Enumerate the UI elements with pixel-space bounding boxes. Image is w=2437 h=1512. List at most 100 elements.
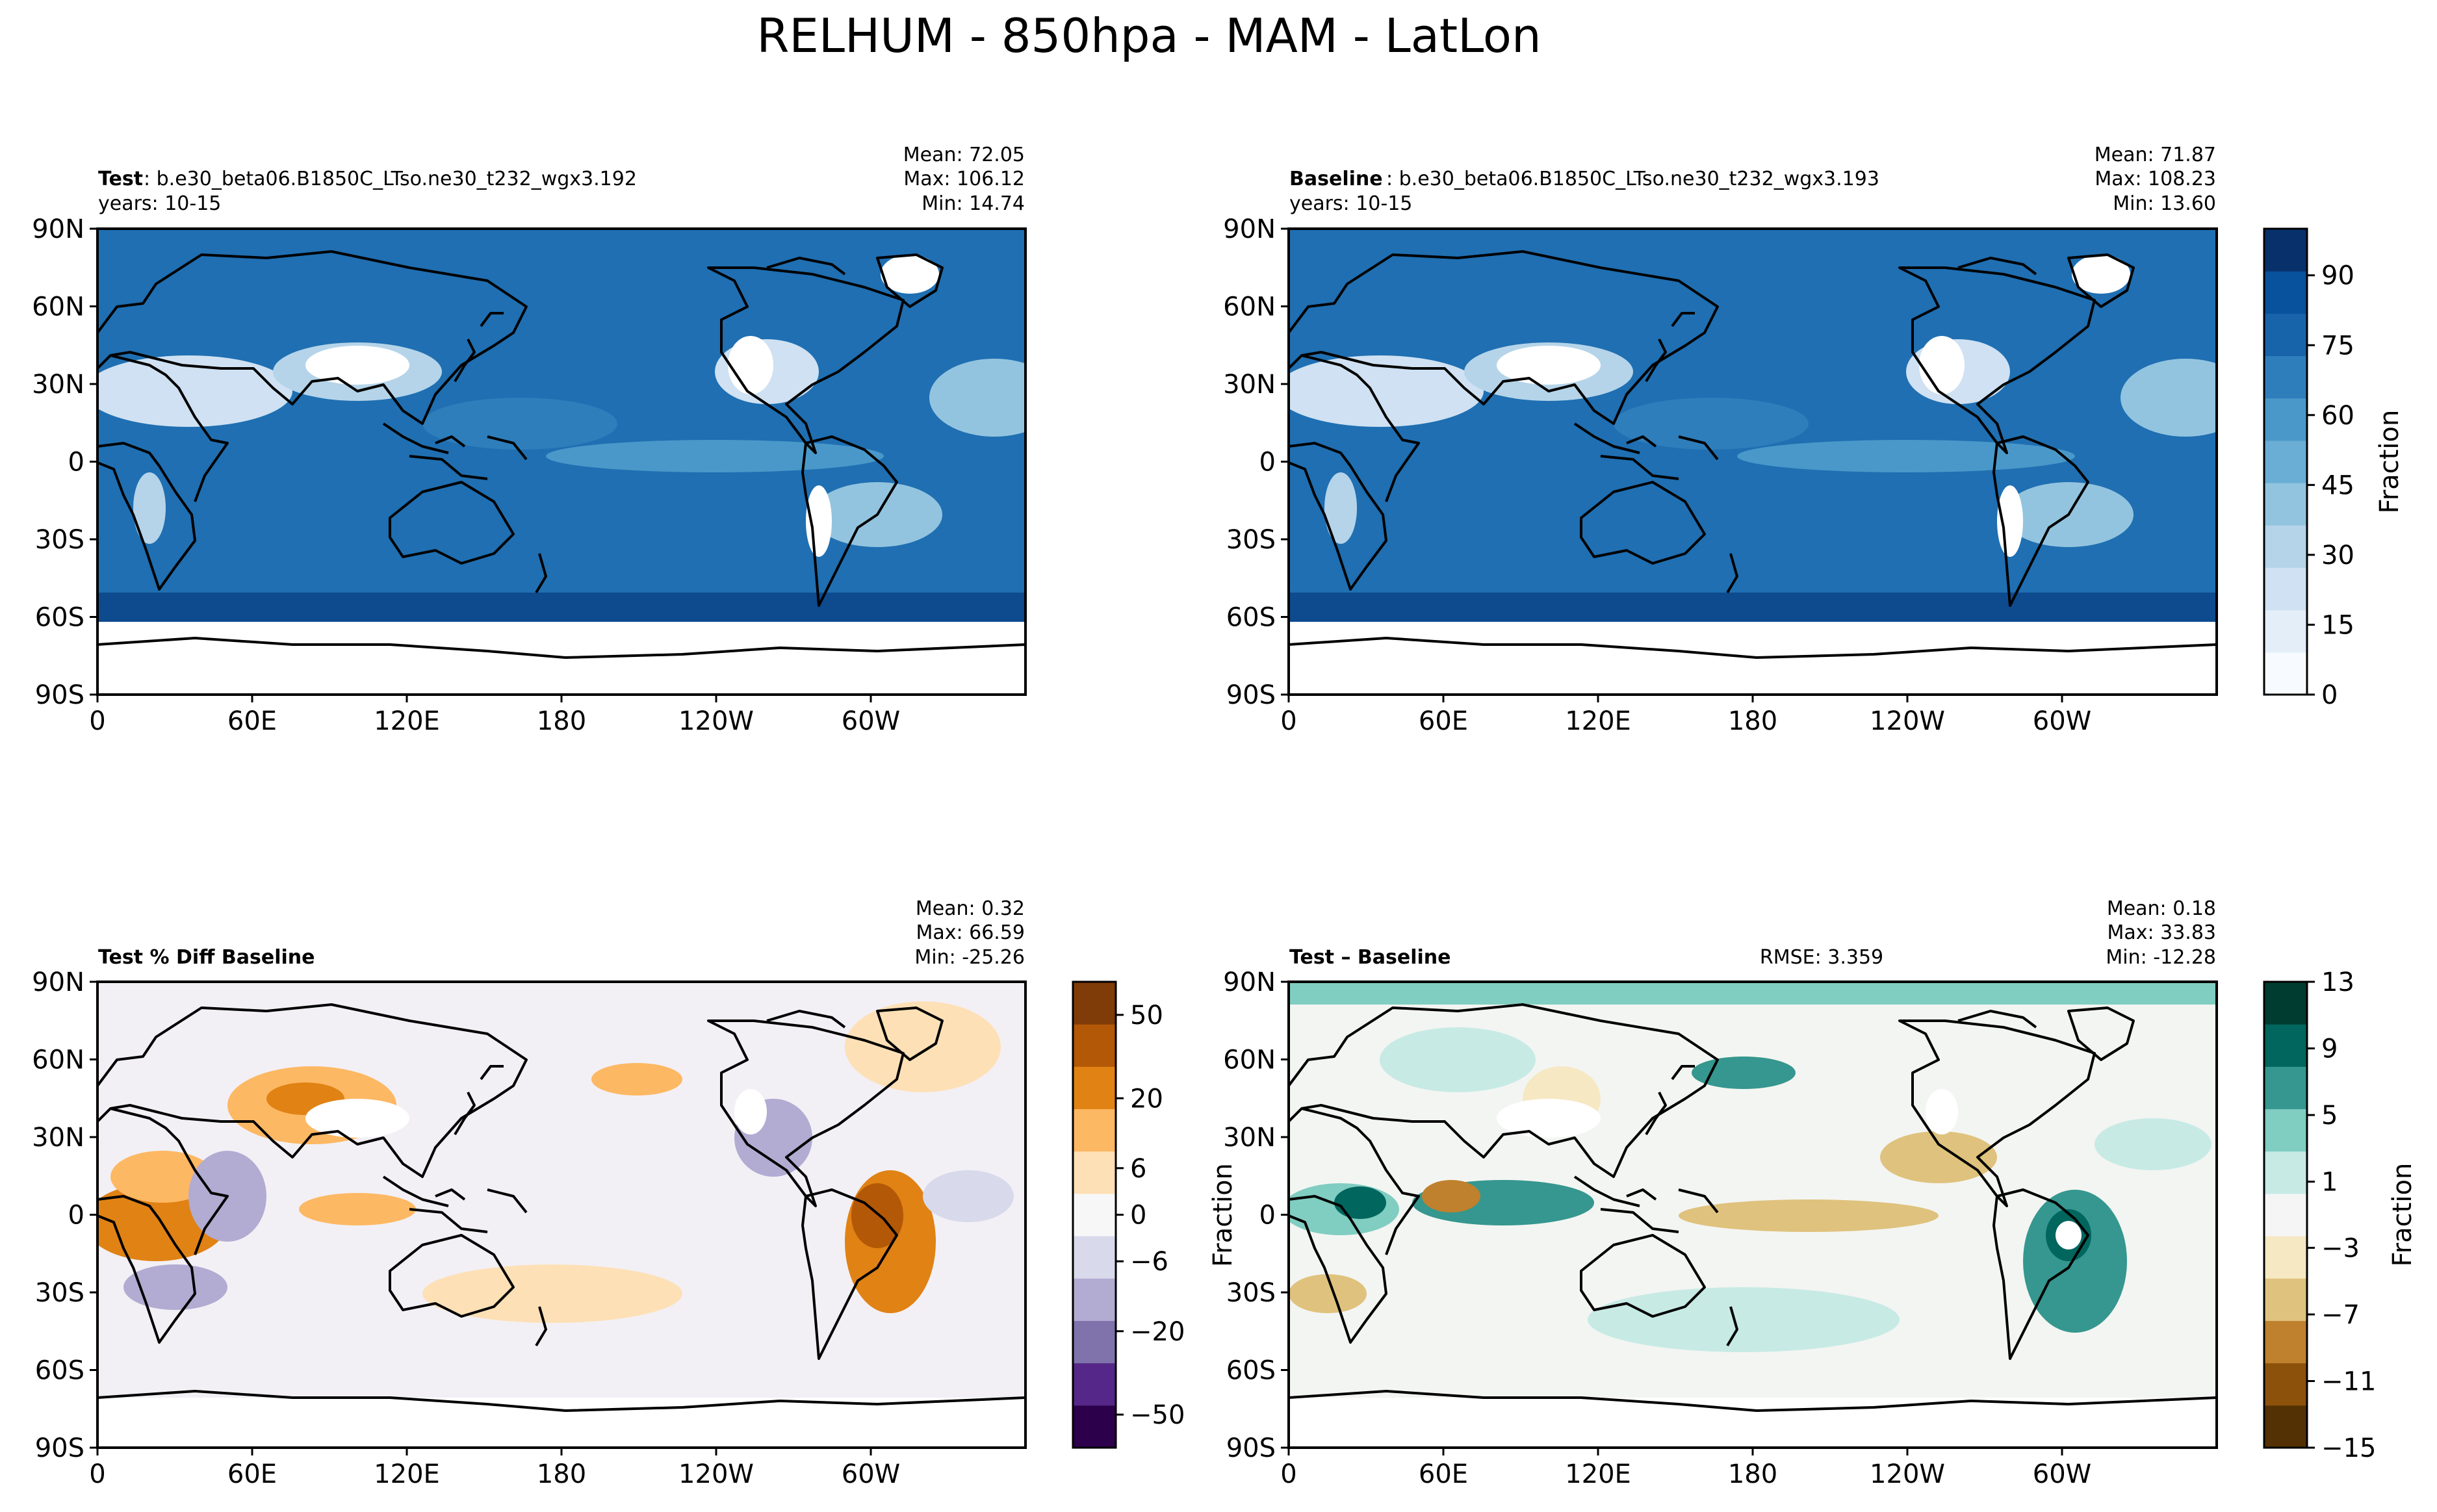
colorbar-absolute-tick-label: 75 xyxy=(2321,331,2354,361)
colorbar-absolute-swatch xyxy=(2264,652,2307,695)
panel-test-xtick-label: 60E xyxy=(227,706,277,736)
panel-baseline: Baseline : b.e30_beta06.B1850C_LTso.ne30… xyxy=(1287,144,2218,696)
panel-diff-min: Min: -12.28 xyxy=(2106,946,2216,969)
panel-diff-xtick-label: 60W xyxy=(2033,1459,2091,1489)
panel-baseline-years: years: 10-15 xyxy=(1289,192,1412,215)
colorbar-difference-swatch xyxy=(2264,1363,2307,1406)
colorbar-difference-frame xyxy=(2263,980,2308,1449)
panel-diff-ytick-label: 90S xyxy=(1226,1433,1276,1463)
colorbar-difference-swatch xyxy=(2264,982,2307,1025)
panel-baseline-min: Min: 13.60 xyxy=(2113,192,2216,215)
colorbar-percent-diff-swatch xyxy=(1073,1363,1116,1406)
panel-test-ytick-label: 90N xyxy=(32,214,84,244)
panel-test-xtick-label: 0 xyxy=(89,706,105,736)
panel-baseline-ytick-label: 30N xyxy=(1223,370,1276,400)
panel-baseline-title: : b.e30_beta06.B1850C_LTso.ne30_t232_wgx… xyxy=(1386,168,1879,190)
colorbar-difference-tick-label: −15 xyxy=(2321,1433,2376,1463)
panel-pctdiff-title: Test % Diff Baseline xyxy=(98,946,315,969)
panel-pctdiff-mean: Mean: 0.32 xyxy=(916,897,1025,920)
colorbar-difference: −15 −11 −7 −3 1 5 9 13 Fraction xyxy=(2263,967,2418,1463)
panel-test-ytick-label: 60N xyxy=(32,292,84,322)
panel-baseline-xtick-label: 60E xyxy=(1419,706,1468,736)
colorbar-absolute-frame xyxy=(2263,227,2308,696)
colorbar-absolute-tick-label: 15 xyxy=(2321,610,2354,640)
panel-diff-rmse: RMSE: 3.359 xyxy=(1760,946,1883,969)
colorbar-percent-diff-swatch xyxy=(1073,1320,1116,1364)
colorbar-difference-tick-label: −7 xyxy=(2321,1300,2360,1330)
panel-diff-ytick-label: 60N xyxy=(1223,1045,1276,1075)
colorbar-percent-diff-tick-label: 6 xyxy=(1130,1154,1146,1184)
colorbar-difference-label: Fraction xyxy=(2388,1163,2418,1267)
colorbar-absolute-swatch xyxy=(2264,355,2307,399)
figure-title: RELHUM - 850hpa - MAM - LatLon xyxy=(756,8,1541,63)
colorbar-difference-tick-label: −11 xyxy=(2321,1366,2376,1396)
colorbar-absolute-swatch xyxy=(2264,567,2307,611)
panel-pctdiff-min: Min: -25.26 xyxy=(914,946,1025,969)
colorbar-difference-swatch xyxy=(2264,1151,2307,1194)
panel-baseline-ytick-label: 30S xyxy=(1226,525,1276,555)
colorbar-difference-swatch xyxy=(2264,1066,2307,1110)
panel-pctdiff-xtick-label: 0 xyxy=(89,1459,105,1489)
panel-diff-ytick-label: 60S xyxy=(1226,1356,1276,1386)
panel-diff: Test – Baseline RMSE: 3.359 Mean: 0.18 M… xyxy=(1208,897,2218,1449)
panel-diff-xtick-label: 120W xyxy=(1870,1459,1945,1489)
colorbar-absolute: 0 15 30 45 60 75 90 Fraction xyxy=(2263,227,2405,710)
colorbar-difference-tick-label: −3 xyxy=(2321,1233,2360,1263)
colorbar-difference-tick-label: 5 xyxy=(2321,1101,2338,1131)
panel-diff-title: Test – Baseline xyxy=(1289,946,1451,969)
colorbar-absolute-tick-label: 0 xyxy=(2321,680,2338,710)
colorbar-absolute-swatch xyxy=(2264,525,2307,568)
panel-test-years: years: 10-15 xyxy=(98,192,221,215)
panel-baseline-xtick-label: 120E xyxy=(1565,706,1631,736)
colorbar-absolute-tick-label: 60 xyxy=(2321,401,2354,431)
colorbar-percent-diff-swatch xyxy=(1073,1108,1116,1152)
panel-baseline-ytick-label: 90N xyxy=(1223,214,1276,244)
panel-test-title: : b.e30_beta06.B1850C_LTso.ne30_t232_wgx… xyxy=(144,168,637,190)
panel-test-title-bold: Test xyxy=(98,168,143,190)
panel-pctdiff-xtick-label: 120E xyxy=(374,1459,440,1489)
panel-test-xtick-label: 120W xyxy=(678,706,754,736)
colorbar-difference-swatch xyxy=(2264,1024,2307,1067)
colorbar-absolute-label: Fraction xyxy=(2375,410,2405,514)
colorbar-absolute-swatch xyxy=(2264,271,2307,314)
panel-test-min: Min: 14.74 xyxy=(922,192,1025,215)
colorbar-difference-swatch xyxy=(2264,1405,2307,1448)
panel-diff-xtick-label: 180 xyxy=(1728,1459,1777,1489)
panel-pctdiff-xtick-label: 60W xyxy=(842,1459,900,1489)
panel-diff-mean: Mean: 0.18 xyxy=(2107,897,2216,920)
colorbar-absolute-swatch xyxy=(2264,229,2307,272)
panel-test: Test : b.e30_beta06.B1850C_LTso.ne30_t23… xyxy=(96,144,1027,696)
panel-test-xtick-label: 120E xyxy=(374,706,440,736)
panel-pctdiff-xtick-label: 120W xyxy=(678,1459,754,1489)
panel-pctdiff-ytick-label: 60S xyxy=(35,1356,84,1386)
colorbar-absolute-swatch xyxy=(2264,483,2307,526)
panel-baseline-xtick-label: 0 xyxy=(1280,706,1296,736)
colorbar-absolute-swatch xyxy=(2264,609,2307,653)
colorbar-percent-diff-tick-label: 50 xyxy=(1130,1001,1163,1031)
colorbar-percent-diff-tick-label: 20 xyxy=(1130,1084,1163,1114)
panel-pctdiff-ytick-label: 30N xyxy=(32,1123,84,1153)
panel-diff-ytick-label: 0 xyxy=(1259,1201,1276,1231)
panel-baseline-xtick-label: 180 xyxy=(1728,706,1777,736)
colorbar-difference-swatch xyxy=(2264,1278,2307,1321)
panel-baseline-max: Max: 108.23 xyxy=(2095,168,2216,190)
colorbar-difference-swatch xyxy=(2264,1320,2307,1364)
colorbar-percent-diff-swatch xyxy=(1073,1024,1116,1067)
colorbar-absolute-swatch xyxy=(2264,313,2307,357)
panel-test-xtick-label: 180 xyxy=(537,706,586,736)
panel-pctdiff-ytick-label: 60N xyxy=(32,1045,84,1075)
colorbar-absolute-swatch xyxy=(2264,398,2307,441)
panel-pctdiff-xtick-label: 60E xyxy=(227,1459,277,1489)
panel-baseline-ytick-label: 60S xyxy=(1226,603,1276,633)
colorbar-percent-diff-swatch xyxy=(1073,1066,1116,1110)
panel-pctdiff: Test % Diff Baseline Mean: 0.32 Max: 66.… xyxy=(96,897,1027,1449)
panel-test-xtick-label: 60W xyxy=(842,706,900,736)
panel-baseline-ytick-label: 60N xyxy=(1223,292,1276,322)
panel-test-ytick-label: 90S xyxy=(35,680,84,710)
panel-test-ytick-label: 30N xyxy=(32,370,84,400)
colorbar-difference-swatch xyxy=(2264,1108,2307,1152)
panel-diff-ytick-label: 30S xyxy=(1226,1278,1276,1308)
panel-test-ytick-label: 30S xyxy=(35,525,84,555)
colorbar-percent-diff-swatch xyxy=(1073,1151,1116,1194)
